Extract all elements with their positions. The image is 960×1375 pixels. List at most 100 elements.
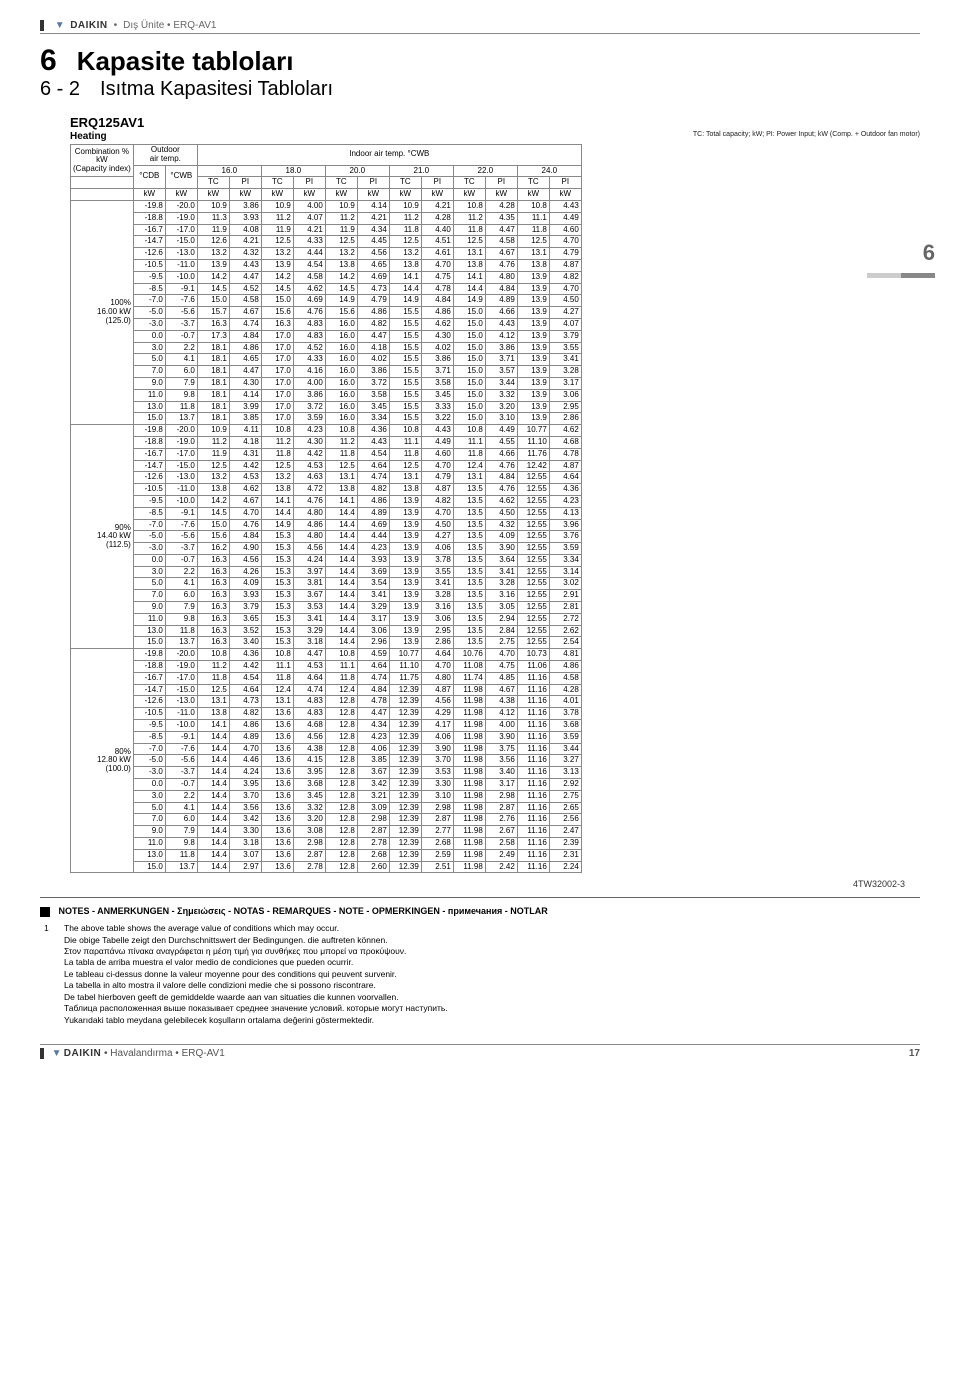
cell: 12.5 (325, 236, 357, 248)
cell: 13.0 (133, 625, 165, 637)
cell: -15.0 (165, 460, 197, 472)
cell: 3.71 (485, 354, 517, 366)
cell: 13.9 (517, 413, 549, 425)
capacity-table: Combination %kW(Capacity index)Outdoorai… (70, 144, 582, 873)
cell: 16.3 (197, 566, 229, 578)
breadcrumb-text2: Dış Ünite • ERQ-AV1 (123, 20, 216, 31)
cell: 5.0 (133, 578, 165, 590)
cell: 4.59 (357, 649, 389, 661)
cell: 11.98 (453, 708, 485, 720)
cell: 2.78 (293, 861, 325, 873)
cell: 11.08 (453, 661, 485, 673)
cell: 9.0 (133, 602, 165, 614)
cell: 4.64 (357, 661, 389, 673)
cell: 3.41 (293, 613, 325, 625)
cell: 15.3 (261, 613, 293, 625)
cell: 16.0 (325, 389, 357, 401)
cell: 13.9 (517, 342, 549, 354)
cell: 12.55 (517, 507, 549, 519)
cell: 3.86 (485, 342, 517, 354)
cell: 14.4 (389, 283, 421, 295)
cell: 14.4 (197, 826, 229, 838)
cell: 4.69 (357, 271, 389, 283)
cell: -19.8 (133, 200, 165, 212)
cell: 18.1 (197, 377, 229, 389)
cell: 4.42 (293, 448, 325, 460)
cell: 15.3 (261, 578, 293, 590)
cell: 15.0 (453, 318, 485, 330)
cell: 15.3 (261, 531, 293, 543)
cell: 4.50 (549, 295, 581, 307)
cell: 18.1 (197, 354, 229, 366)
cell: 3.69 (357, 566, 389, 578)
cell: 14.4 (197, 755, 229, 767)
cell: 3.14 (549, 566, 581, 578)
cell: 15.3 (261, 625, 293, 637)
cell: 12.8 (325, 790, 357, 802)
cell: 4.28 (421, 212, 453, 224)
cell: 4.13 (549, 507, 581, 519)
subsection-title: Isıtma Kapasitesi Tabloları (100, 78, 333, 101)
cell: 3.08 (293, 826, 325, 838)
cell: 3.86 (357, 366, 389, 378)
note-line: Die obige Tabelle zeigt den Durchschnitt… (64, 935, 920, 946)
cell: 2.98 (293, 838, 325, 850)
cell: 2.86 (549, 413, 581, 425)
cell: 3.17 (357, 613, 389, 625)
cell: 2.98 (421, 802, 453, 814)
cell: -0.7 (165, 779, 197, 791)
cell: 14.4 (325, 531, 357, 543)
cell: 3.70 (229, 790, 261, 802)
cell: 4.23 (293, 425, 325, 437)
th-tc: TC (389, 177, 421, 189)
cell: 4.84 (229, 330, 261, 342)
cell: 13.1 (453, 248, 485, 260)
cell: 2.77 (421, 826, 453, 838)
cell: -8.5 (133, 283, 165, 295)
cell: 12.55 (517, 637, 549, 649)
th-kw: kW (517, 189, 549, 201)
cell: 3.70 (421, 755, 453, 767)
cell: 11.98 (453, 720, 485, 732)
cell: 4.43 (357, 436, 389, 448)
th-tc: TC (453, 177, 485, 189)
cell: 12.5 (389, 236, 421, 248)
cell: 14.5 (197, 507, 229, 519)
cell: -15.0 (165, 236, 197, 248)
cell: 13.1 (389, 472, 421, 484)
cell: 3.17 (549, 377, 581, 389)
cell: 13.2 (261, 472, 293, 484)
cell: 15.0 (133, 861, 165, 873)
cell: 4.67 (485, 684, 517, 696)
th-outdoor: Outdoorair temp. (133, 145, 197, 166)
cell: 12.5 (453, 236, 485, 248)
cell: 4.00 (293, 377, 325, 389)
cell: 14.4 (325, 554, 357, 566)
cell: 11.75 (389, 672, 421, 684)
cell: 4.32 (229, 248, 261, 260)
cell: 4.24 (293, 554, 325, 566)
cell: 4.75 (421, 271, 453, 283)
cell: -10.5 (133, 259, 165, 271)
cell: 4.47 (229, 366, 261, 378)
cell: 4.64 (549, 472, 581, 484)
cell: -9.1 (165, 731, 197, 743)
cell: 2.95 (421, 625, 453, 637)
th-cwb: °CWB (165, 165, 197, 189)
cell: 16.3 (197, 578, 229, 590)
cell: 15.0 (197, 295, 229, 307)
cell: 4.64 (229, 684, 261, 696)
cell: 4.62 (421, 318, 453, 330)
cell: 4.27 (421, 531, 453, 543)
cell: 17.0 (261, 366, 293, 378)
cell: 11.16 (517, 708, 549, 720)
cell: 10.9 (389, 200, 421, 212)
cell: 2.47 (549, 826, 581, 838)
cell: 11.1 (325, 661, 357, 673)
cell: 10.8 (261, 425, 293, 437)
cell: 12.4 (325, 684, 357, 696)
cell: 10.76 (453, 649, 485, 661)
cell: 12.4 (261, 684, 293, 696)
cell: 11.10 (517, 436, 549, 448)
cell: 16.0 (325, 318, 357, 330)
